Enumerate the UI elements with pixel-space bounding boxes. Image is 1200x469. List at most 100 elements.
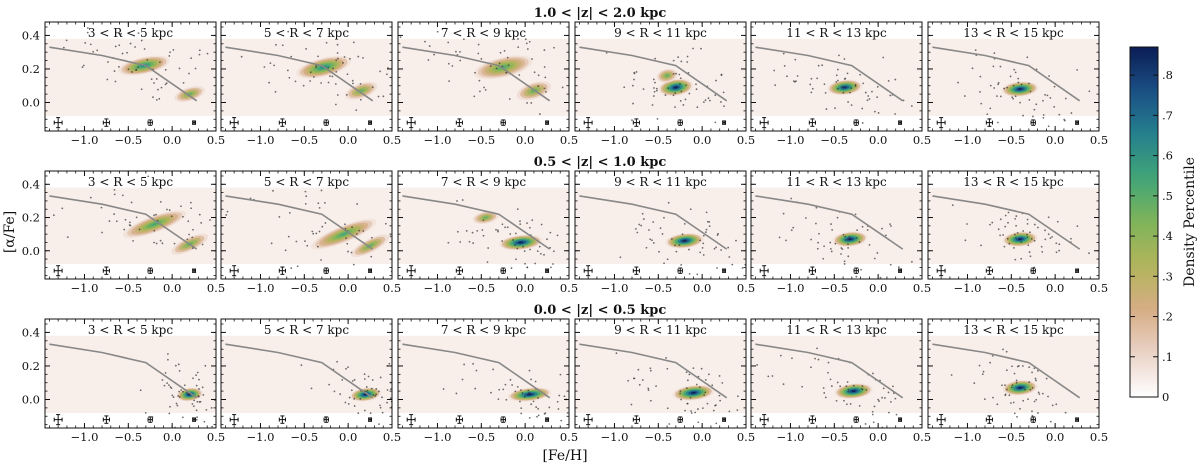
outlier-point <box>202 394 205 396</box>
outlier-point <box>471 231 474 234</box>
outlier-point <box>1030 237 1033 240</box>
outlier-point <box>529 248 531 251</box>
outlier-point <box>1014 233 1016 236</box>
outlier-point <box>701 246 704 249</box>
outlier-point <box>164 68 167 71</box>
outlier-point <box>1009 75 1012 78</box>
x-tick-label: 0.5 <box>1090 133 1108 147</box>
outlier-point <box>737 395 739 398</box>
outlier-point <box>786 75 788 78</box>
outlier-point <box>180 205 182 208</box>
outlier-point <box>822 387 825 389</box>
outlier-point <box>861 385 864 387</box>
outlier-point <box>1017 365 1020 367</box>
outlier-point <box>631 84 634 87</box>
outlier-point <box>989 107 992 110</box>
outlier-point <box>963 95 966 97</box>
y-tick-label: 0.0 <box>22 392 40 406</box>
outlier-point <box>1017 81 1020 84</box>
outlier-point <box>375 393 378 396</box>
panel-label: 9 < R < 11 kpc <box>614 323 707 337</box>
outlier-point <box>829 247 832 250</box>
x-tick-label: 0.5 <box>737 133 755 147</box>
x-tick-label: 0.5 <box>913 133 931 147</box>
outlier-point <box>877 398 880 401</box>
outlier-point <box>801 385 804 388</box>
outlier-point <box>499 51 502 54</box>
outlier-point <box>345 367 347 370</box>
outlier-point <box>192 377 194 380</box>
outlier-point <box>655 89 658 92</box>
outlier-point <box>249 197 252 200</box>
x-tick-label: 0.0 <box>339 281 357 295</box>
outlier-point <box>528 40 531 43</box>
outlier-point <box>366 389 369 392</box>
reference-line <box>402 195 551 250</box>
outlier-point <box>1004 225 1007 228</box>
outlier-point <box>685 371 688 374</box>
outlier-point <box>355 233 358 235</box>
error-bar <box>632 118 640 127</box>
outlier-point <box>433 53 435 56</box>
outlier-point <box>319 35 322 38</box>
outlier-point <box>1028 82 1030 85</box>
outlier-point <box>206 52 209 55</box>
outlier-point <box>878 400 880 402</box>
outlier-point <box>859 73 862 76</box>
outlier-point <box>653 87 655 89</box>
outlier-point <box>353 405 356 407</box>
y-tick-label: 0.0 <box>22 244 40 258</box>
outlier-point <box>159 239 162 242</box>
outlier-point <box>362 56 364 59</box>
outlier-point <box>871 410 874 413</box>
outlier-point <box>642 88 645 91</box>
outlier-point <box>365 386 368 388</box>
x-tick-label: 0.5 <box>383 133 401 147</box>
outlier-point <box>1011 365 1013 368</box>
row-title: 1.0 < |z| < 2.0 kpc <box>534 6 667 21</box>
outlier-point <box>534 262 537 265</box>
outlier-point <box>170 215 173 218</box>
outlier-point <box>1005 350 1008 353</box>
outlier-point <box>353 378 356 381</box>
panel: −1.0 −0.5 0.0 0.5 13 < R < 15 kpc <box>927 21 1108 147</box>
outlier-point <box>569 409 571 411</box>
outlier-point <box>539 252 542 255</box>
outlier-point <box>511 384 514 386</box>
outlier-point <box>378 423 380 426</box>
outlier-point <box>501 240 504 242</box>
outlier-point <box>137 32 140 35</box>
outlier-point <box>171 394 174 397</box>
outlier-point <box>520 407 523 409</box>
error-bar <box>759 414 769 426</box>
outlier-point <box>359 398 362 400</box>
outlier-point <box>785 239 787 242</box>
outlier-point <box>100 206 103 209</box>
outlier-point <box>642 218 645 220</box>
outlier-point <box>872 421 875 424</box>
outlier-point <box>126 51 128 54</box>
outlier-point <box>839 385 842 388</box>
reference-line <box>932 343 1081 399</box>
outlier-point <box>717 232 720 235</box>
outlier-point <box>674 92 677 95</box>
colorbar-label: Density Percentile <box>1182 157 1198 287</box>
outlier-point <box>991 221 994 224</box>
outlier-point <box>193 399 196 402</box>
x-tick-label: −0.5 <box>290 430 318 444</box>
error-bar <box>545 120 550 125</box>
outlier-point <box>680 90 683 93</box>
reference-line <box>932 46 1081 102</box>
outlier-point <box>155 78 158 80</box>
outlier-point <box>273 64 276 67</box>
x-tick-label: 0.0 <box>1046 430 1064 444</box>
outlier-point <box>352 41 355 44</box>
outlier-point <box>477 52 480 55</box>
outlier-point <box>359 82 362 85</box>
outlier-point <box>536 415 538 418</box>
outlier-point <box>1003 87 1006 90</box>
outlier-point <box>169 386 172 388</box>
panel-frame <box>927 21 1100 132</box>
outlier-point <box>550 266 552 269</box>
error-bar <box>1030 119 1036 126</box>
